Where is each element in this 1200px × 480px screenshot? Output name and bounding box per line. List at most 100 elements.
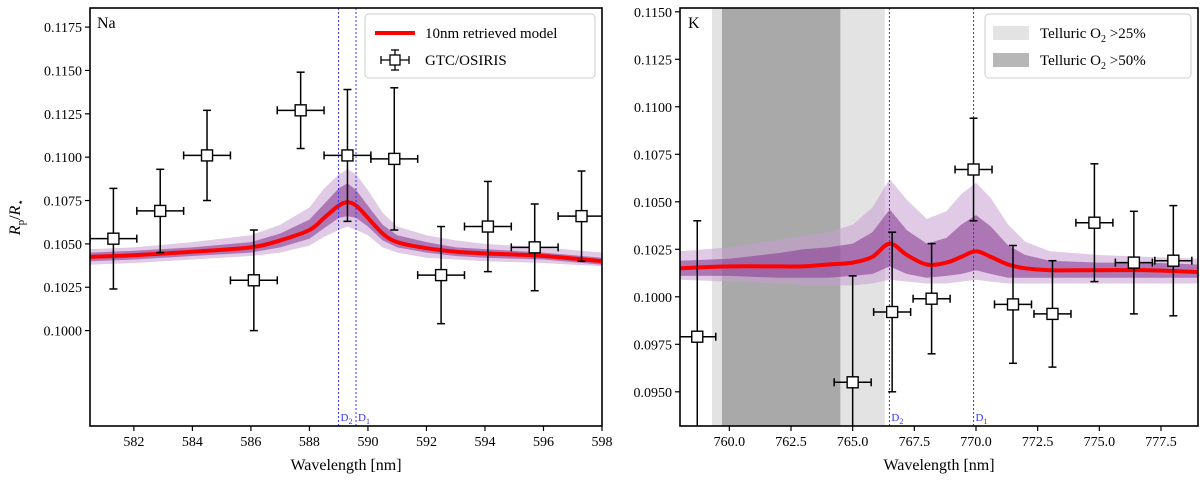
data-marker [1167, 254, 1180, 267]
y-tick-label: 0.1100 [634, 101, 672, 116]
y-tick-label: 0.1150 [634, 6, 672, 21]
data-point [872, 231, 912, 393]
y-tick-label: 0.1075 [44, 195, 83, 210]
telluric-bands [712, 8, 885, 426]
x-tick-label: 584 [182, 435, 203, 450]
data-point [182, 109, 232, 202]
data-marker [247, 274, 261, 287]
na-legend: 10nm retrieved model GTC/OSIRIS [364, 13, 596, 79]
data-marker [388, 152, 401, 166]
data-point [510, 203, 559, 292]
vline-label-d1: D1 [358, 412, 370, 426]
data-marker [1127, 256, 1141, 269]
na-plot-area: D2 D1 [90, 8, 602, 426]
vline-label-d1: D1 [976, 412, 988, 426]
x-tick-label: 594 [474, 435, 495, 450]
y-tick-label: 0.1025 [44, 281, 83, 296]
na-y-ticks: 0.1000 0.1025 0.1050 0.1075 0.1100 0.1125 0.11… [44, 21, 90, 340]
data-point [90, 187, 138, 290]
data-marker [294, 104, 307, 117]
data-point [912, 242, 951, 355]
k-axes-frame [679, 7, 1199, 427]
x-tick-label: 777.5 [1145, 435, 1177, 450]
k-legend: Telluric O2 >25% Telluric O2 >50% [984, 13, 1192, 79]
legend-telluric-25-swatch [993, 26, 1029, 40]
y-tick-label: 0.1000 [44, 325, 83, 340]
x-tick-label: 598 [592, 435, 613, 450]
x-tick-label: 586 [240, 435, 261, 450]
k-panel-label: K [688, 15, 700, 32]
legend-errorbar-swatch [380, 49, 410, 71]
na-panel-label: Na [97, 15, 116, 32]
y-tick-label: 0.1000 [634, 291, 673, 306]
data-marker [1088, 216, 1101, 229]
x-tick-label: 775.0 [1084, 435, 1116, 450]
legend-telluric-25-label: Telluric O2 >25% [1040, 26, 1146, 45]
na-sodium-lines: D2 D1 [338, 8, 370, 426]
k-y-ticks: 0.0950 0.0975 0.1000 0.1025 0.1050 0.1075 0.11… [634, 6, 680, 401]
data-point [557, 170, 602, 262]
y-tick-label: 0.1050 [44, 238, 83, 253]
x-tick-label: 596 [533, 435, 554, 450]
y-tick-label: 0.1025 [634, 243, 673, 258]
data-marker [1046, 307, 1059, 321]
na-x-ticks: 582 584 586 588 590 592 594 596 598 [123, 426, 613, 450]
data-point [954, 117, 993, 222]
data-point [229, 229, 278, 332]
data-marker [341, 149, 354, 162]
y-tick-label: 0.1100 [44, 151, 82, 166]
k-data-points [680, 117, 1193, 426]
x-tick-label: 772.5 [1022, 435, 1054, 450]
y-tick-label: 0.1125 [634, 53, 672, 68]
k-model-1sigma-band [680, 209, 1198, 278]
k-x-axis-label: Wavelength [nm] [883, 457, 994, 474]
na-x-axis-label: Wavelength [nm] [290, 457, 401, 474]
na-data-points [90, 71, 602, 332]
x-tick-label: 590 [357, 435, 378, 450]
x-tick-label: 592 [416, 435, 437, 450]
data-point [1154, 204, 1193, 317]
data-point [136, 168, 185, 254]
x-tick-label: 770.0 [960, 435, 992, 450]
data-marker [967, 163, 980, 176]
data-point [993, 244, 1033, 365]
data-point [833, 275, 872, 426]
na-panel: D2 D1 582 584 586 588 590 592 594 596 598 0.10000… [7, 7, 613, 474]
x-tick-label: 767.5 [899, 435, 931, 450]
na-model-2sigma-band [90, 169, 602, 267]
k-plot-area: D2 D1 [680, 8, 1198, 426]
data-point [1114, 210, 1154, 315]
data-point [1075, 163, 1114, 283]
y-axis-label: Rp/R⋆ [7, 199, 27, 236]
y-tick-label: 0.1050 [634, 196, 673, 211]
x-tick-label: 760.0 [714, 435, 746, 450]
vline-label-d2: D2 [341, 412, 353, 426]
data-point [370, 87, 419, 231]
data-marker [1006, 298, 1020, 311]
na-axes-frame [89, 7, 603, 427]
legend-telluric-50-swatch [993, 53, 1029, 67]
telluric-band-50 [721, 8, 841, 426]
data-marker [481, 220, 495, 233]
legend-model-label: 10nm retrieved model [425, 26, 557, 42]
data-marker [528, 241, 541, 254]
x-tick-label: 765.0 [837, 435, 869, 450]
data-marker [925, 292, 938, 305]
data-marker [434, 268, 448, 282]
y-tick-label: 0.1150 [44, 64, 82, 79]
y-tick-label: 0.0975 [634, 338, 673, 353]
y-tick-label: 0.1125 [44, 108, 82, 123]
data-marker [885, 305, 899, 319]
x-tick-label: 582 [123, 435, 144, 450]
y-tick-label: 0.1075 [634, 148, 673, 163]
data-marker [575, 209, 588, 223]
k-panel: D2 D1 760.0 762.5 765.0 767.5 770.0 772.5 775.0… [634, 6, 1199, 474]
y-tick-label: 0.1175 [44, 21, 82, 36]
k-model-line [680, 241, 1198, 275]
x-tick-label: 762.5 [775, 435, 807, 450]
y-tick-label: 0.0950 [634, 386, 673, 401]
data-point [276, 71, 325, 150]
x-tick-label: 588 [299, 435, 320, 450]
k-x-ticks: 760.0 762.5 765.0 767.5 770.0 772.5 775.0 777.5 [714, 426, 1177, 450]
